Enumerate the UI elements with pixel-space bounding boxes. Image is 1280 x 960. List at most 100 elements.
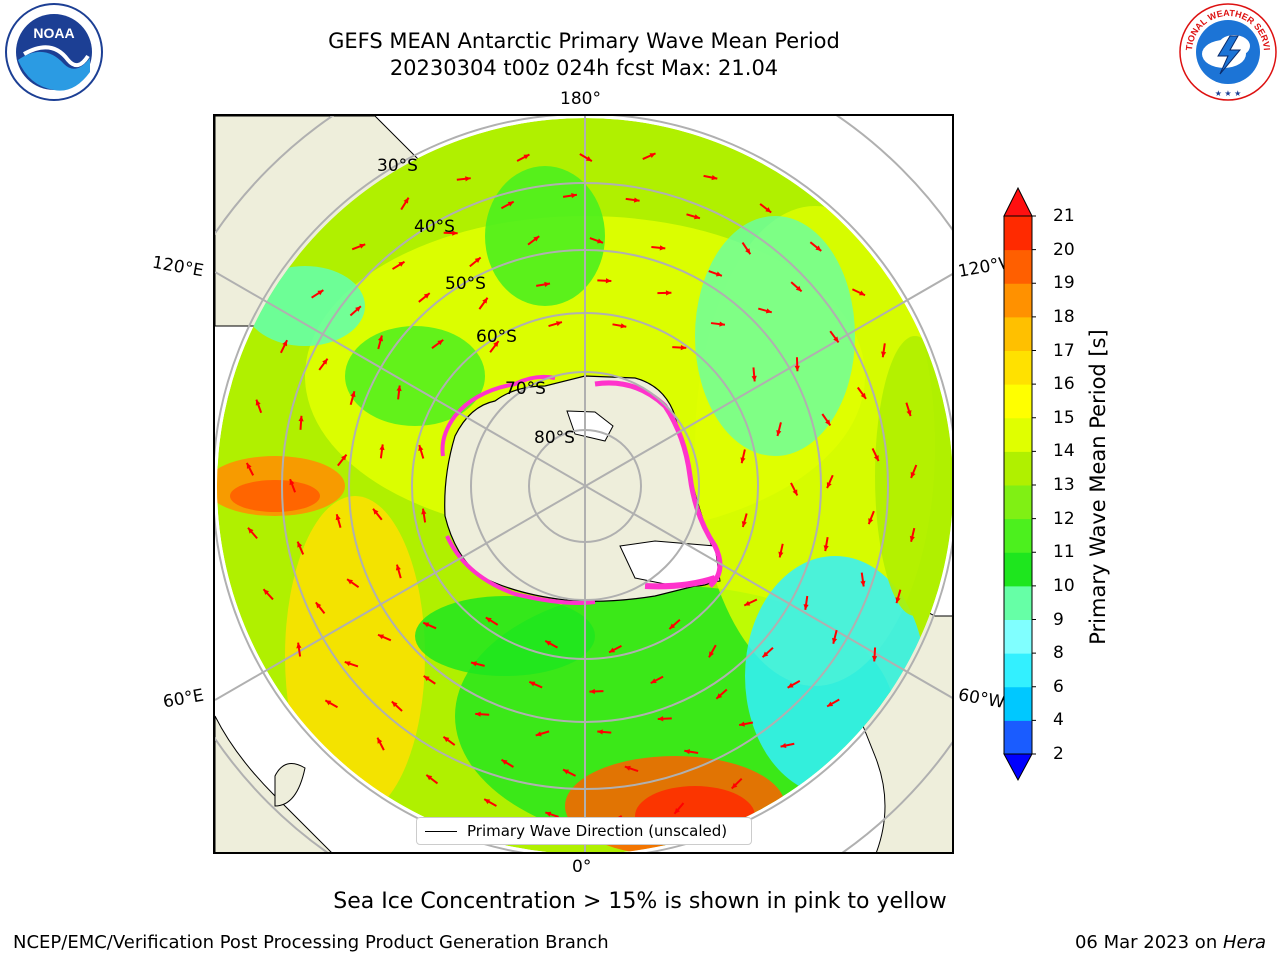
wave-arrow-head: [787, 682, 794, 688]
wave-arrow-head: [289, 479, 295, 486]
wave-arrow-head: [871, 655, 878, 662]
wave-arrow-head: [355, 306, 361, 312]
wave-arrow-head: [589, 688, 595, 695]
wave-arrow-head: [523, 154, 530, 160]
wave-arrow-head: [377, 335, 384, 342]
colorbar-segment: [1004, 417, 1032, 452]
wave-arrow-head: [391, 701, 398, 708]
colorbar-tick-label: 4: [1053, 710, 1064, 731]
wave-arrow-head: [745, 248, 751, 255]
wave-arrow-head: [475, 711, 481, 717]
wave-arrow-head: [421, 508, 427, 515]
wave-arrow-head: [563, 769, 570, 775]
wave-arrow-head: [832, 637, 838, 644]
wave-arrow-head: [535, 731, 542, 737]
wave-arrow-head: [620, 323, 627, 329]
wave-arrow-head: [571, 192, 577, 199]
colorbar-segment: [1004, 451, 1032, 486]
lat-label-70s: 70°S: [505, 379, 546, 399]
colorbar-tick-label: 20: [1053, 239, 1075, 260]
nws-logo: NATIONAL WEATHER SERVICE ★ ★ ★: [1178, 2, 1277, 101]
colorbar-segment: [1004, 552, 1032, 587]
wave-arrow-head: [396, 385, 402, 392]
wave-arrow-head: [792, 489, 798, 496]
wave-arrow-head: [325, 700, 332, 706]
wave-arrow-head: [485, 617, 492, 623]
wave-arrow-head: [298, 415, 304, 422]
legend-line-swatch: [425, 831, 457, 832]
wave-arrow-head: [317, 290, 324, 296]
wave-arrow-head: [482, 297, 488, 304]
colorbar-segment: [1004, 485, 1032, 520]
footer-date-text: 06 Mar 2023 on: [1074, 932, 1223, 953]
colorbar-tick-label: 17: [1053, 340, 1075, 361]
wave-arrow-head: [731, 782, 738, 789]
colorbar-tick-label: 6: [1053, 676, 1064, 697]
colorbar-tick-label: 11: [1053, 542, 1075, 563]
wave-arrow-head: [823, 545, 829, 552]
wave-arrow-head: [465, 176, 471, 182]
wave-arrow-head: [860, 580, 866, 587]
wave-arrow-head: [255, 399, 261, 406]
wave-arrow-head: [633, 197, 640, 203]
colorbar-label: Primary Wave Mean Period [s]: [1086, 329, 1110, 645]
wave-arrow-head: [585, 156, 592, 162]
wave-arrow-head: [335, 514, 341, 521]
wave-arrow-head: [674, 807, 680, 814]
wave-arrow-head: [378, 634, 384, 640]
colorbar-tick-label: 12: [1053, 508, 1075, 529]
wave-arrow-head: [680, 345, 687, 351]
wave-arrow-head: [895, 597, 901, 604]
colorbar-tick-label: 15: [1053, 407, 1075, 428]
graticule: [215, 116, 952, 852]
lat-label-80s: 80°S: [534, 428, 575, 448]
wave-arrow-head: [246, 462, 252, 469]
lon-label-60w: 60°W: [956, 685, 1007, 713]
wave-arrow-head: [665, 290, 672, 296]
chart-subtitle: 20230304 t00z 024h fcst Max: 21.04: [389, 56, 779, 80]
wave-arrow-head: [493, 341, 499, 347]
map-panel: 30°S 40°S 50°S 60°S 70°S 80°S: [213, 114, 954, 854]
wave-arrow-head: [827, 701, 834, 707]
colorbar-tick-label: 13: [1053, 475, 1075, 495]
lon-label-60e: 60°E: [161, 685, 206, 713]
wave-arrow-head: [741, 521, 747, 527]
wave-arrow-head: [474, 257, 481, 263]
wave-arrow-head: [740, 457, 746, 464]
colorbar-segment: [1004, 720, 1032, 755]
wave-arrow-head: [263, 589, 270, 595]
wave-arrow-head: [795, 285, 802, 292]
wave-arrow-head: [533, 236, 540, 242]
wave-arrow-head: [694, 214, 700, 220]
wave-arrow-head: [833, 336, 839, 343]
wave-arrow-head: [657, 716, 664, 722]
wave-arrow-head: [507, 201, 514, 207]
wave-arrow-head: [452, 230, 458, 236]
wave-arrow-head: [501, 759, 508, 765]
wave-arrow-head: [860, 392, 867, 399]
colorbar-segment: [1004, 653, 1032, 688]
wave-arrow-head: [347, 579, 354, 585]
colorbar-segment: [1004, 585, 1032, 620]
colorbar-tick-label: 8: [1053, 643, 1064, 664]
wave-arrow-head: [359, 243, 366, 249]
lat-label-50s: 50°S: [445, 274, 486, 294]
wave-arrow-head: [719, 321, 725, 327]
wave-arrow-head: [484, 799, 491, 805]
colorbar-tick-label: 16: [1053, 374, 1075, 395]
wave-arrow-head: [708, 651, 714, 658]
wave-arrow-head: [716, 693, 723, 699]
map-legend: Primary Wave Direction (unscaled): [416, 817, 752, 845]
wave-arrow-head: [659, 245, 666, 251]
wave-arrow-head: [297, 541, 303, 548]
wave-arrow-head: [545, 640, 552, 646]
legend-label: Primary Wave Direction (unscaled): [467, 822, 728, 840]
lat-label-30s: 30°S: [377, 156, 418, 176]
colorbar-segment: [1004, 249, 1032, 284]
wave-arrow-head: [423, 293, 430, 299]
svg-text:NOAA: NOAA: [33, 25, 74, 41]
polar-map: 30°S 40°S 50°S 60°S 70°S 80°S: [215, 116, 952, 852]
wave-arrow-head: [684, 749, 691, 755]
lon-label-180: 180°: [560, 89, 601, 109]
wave-arrow-head: [373, 508, 379, 515]
